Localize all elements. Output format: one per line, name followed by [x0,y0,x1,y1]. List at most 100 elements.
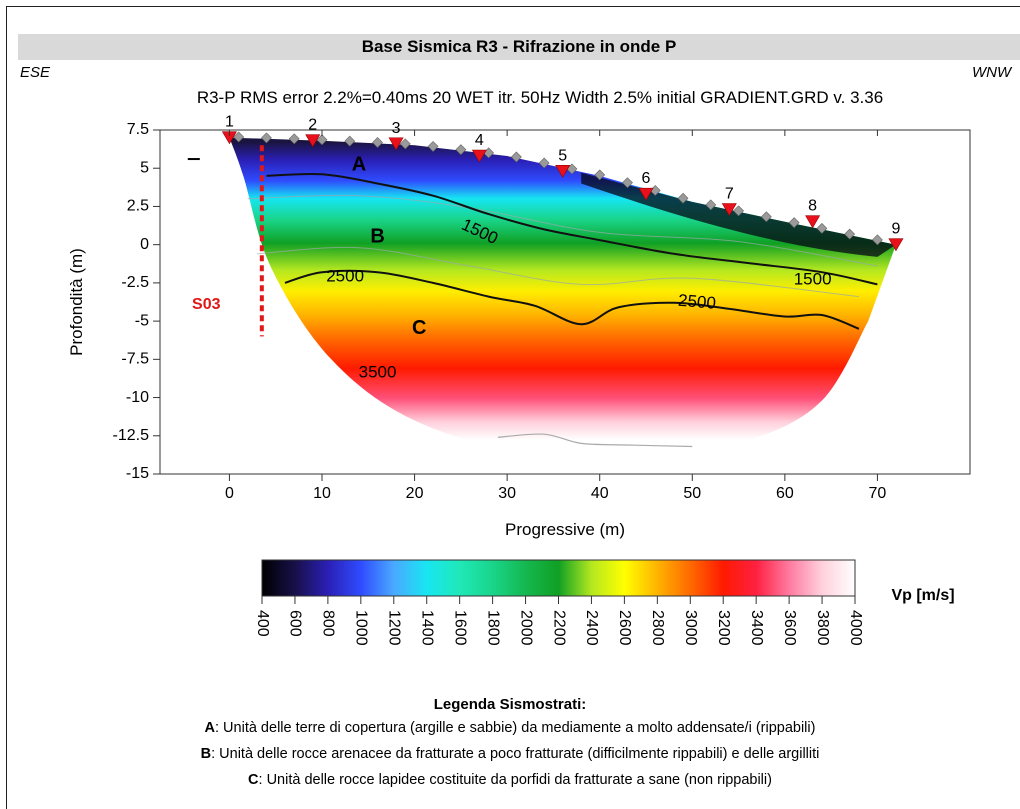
receiver-marker [427,141,439,152]
shot-point-marker [388,137,404,151]
colorbar-tick-label: 1000 [353,610,370,646]
x-tick-label: 20 [406,485,424,502]
contour-label: 1500 [794,269,832,288]
y-tick-label: 2.5 [127,198,149,215]
y-tick-label: -2.5 [121,274,149,291]
shot-point-label: 3 [392,120,401,137]
contour-label: 3500 [359,363,397,382]
figure-frame [6,6,1020,809]
legend-item-b: B: Unità delle rocce arenacee da frattur… [0,746,1020,762]
direction-right-label: WNW [972,64,1012,81]
y-tick-label: 5 [140,159,149,176]
colorbar [261,559,856,597]
legend-item-a: A: Unità delle terre di copertura (argil… [0,720,1020,736]
shot-point-label: 1 [225,114,234,131]
x-tick-label: 50 [683,485,701,502]
receiver-marker [760,211,772,223]
receiver-marker [538,157,550,169]
receiver-marker [816,222,828,234]
chart-title: Base Sismica R3 - Rifrazione in onde P [18,34,1020,60]
colorbar-tick-label: 3000 [682,610,699,646]
receiver-marker [705,199,717,211]
colorbar-tick-label: 600 [287,610,304,637]
receiver-marker [261,132,272,144]
x-axis-label: Progressive (m) [505,520,625,539]
shot-point-label: 5 [558,147,567,164]
colorbar-tick-label: 1600 [451,610,468,646]
minor-contour-line [497,433,693,448]
minor-contour-line [257,246,859,298]
receiver-marker [594,169,606,181]
receiver-marker [622,177,633,189]
receiver-marker [455,144,467,156]
colorbar-tick-label: 3600 [781,610,798,646]
receiver-marker [344,135,356,147]
legend-text-c: : Unità delle rocce lapidee costituite d… [258,772,772,788]
contour-line-1500 [266,173,878,286]
receiver-marker [316,134,328,146]
shot-point-marker [305,134,321,148]
minor-contour-line [247,194,878,267]
y-tick-label: -7.5 [121,351,149,368]
legend-key-b: B [200,746,212,762]
receiver-marker [288,133,300,145]
colorbar-tick-label: 3400 [748,610,765,646]
colorbar-tick-label: 3200 [715,610,732,646]
shot-point-label: 8 [808,198,817,215]
direction-left-label: ESE [20,64,51,81]
y-tick-label: -12.5 [113,427,150,444]
colorbar-tick-label: 2000 [517,610,534,646]
receiver-marker [677,192,689,204]
shot-point-marker [555,164,571,178]
borehole-label: S03 [192,296,221,313]
unit-label-b: B [370,225,384,247]
receiver-marker [788,217,800,229]
colorbar-tick-label: 800 [320,610,337,637]
legend-title: Legenda Sismostrati: [433,696,587,713]
colorbar-tick-label: 4000 [847,610,864,646]
y-tick-label: -5 [135,312,149,329]
x-tick-label: 60 [776,485,794,502]
receiver-marker [733,205,744,217]
receiver-marker [399,138,411,150]
y-axis-label: Profondità (m) [67,248,86,356]
legend-text-a: : Unità delle terre di copertura (argill… [215,720,816,736]
y-tick-label: 7.5 [127,121,149,138]
colorbar-tick-label: 1200 [386,610,403,646]
contour-label: 2500 [326,266,364,285]
legend-item-c: C: Unità delle rocce lapidee costituite … [0,772,1020,788]
unit-label-c: C [412,317,426,339]
contour-label: 2500 [677,291,716,313]
receiver-marker [233,131,245,143]
shot-point-marker [471,149,487,163]
colorbar-label: Vp [m/s] [891,587,954,604]
shot-point-marker [888,238,904,252]
receiver-marker [510,151,522,163]
shot-point-label: 7 [725,186,734,203]
x-tick-label: 40 [591,485,609,502]
shot-point-marker [638,187,654,201]
legend-key-c: C [248,772,259,788]
shot-point-label: 4 [475,132,484,149]
y-tick-label: -10 [126,389,149,406]
shot-point-marker [805,215,821,229]
y-tick-label: -15 [126,465,149,482]
colorbar-tick-label: 1400 [418,610,435,646]
chart-subtitle: R3-P RMS error 2.2%=0.40ms 20 WET itr. 5… [196,88,884,107]
contour-line-2500 [284,269,860,330]
colorbar-tick-label: 400 [254,610,271,637]
receiver-marker [872,234,883,246]
colorbar-tick-label: 3800 [814,610,831,646]
x-tick-label: 10 [313,485,331,502]
colorbar-tick-label: 2800 [649,610,666,646]
colorbar-tick-label: 2600 [616,610,633,646]
colorbar-tick-label: 1800 [484,610,501,646]
x-tick-label: 70 [869,485,887,502]
x-tick-label: 0 [225,485,234,502]
y-tick-label: 0 [140,236,149,253]
receiver-marker [372,137,383,148]
receiver-marker [844,228,856,240]
shot-point-label: 6 [642,170,651,187]
x-tick-label: 30 [498,485,516,502]
